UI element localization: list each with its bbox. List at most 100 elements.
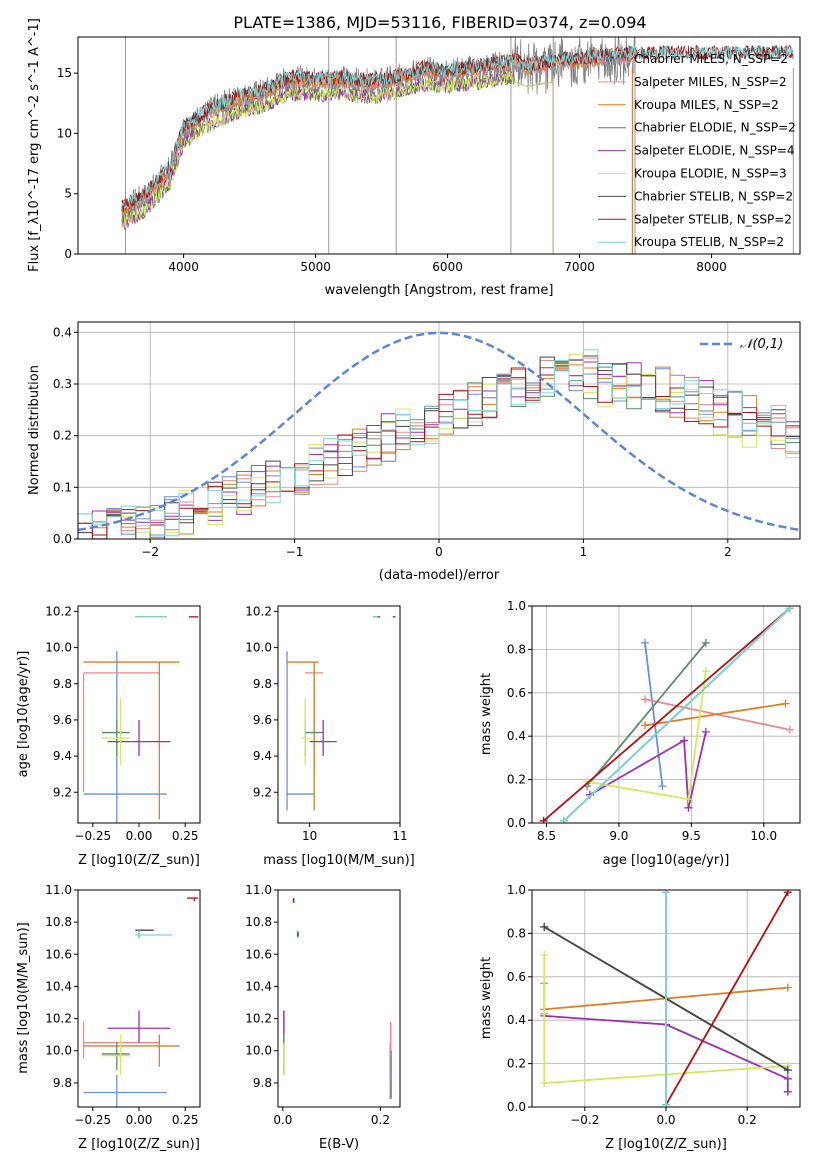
weight-marker — [684, 803, 693, 812]
y-tick-label: 10.2 — [245, 1012, 272, 1026]
y-tick-label: 10.0 — [245, 641, 272, 655]
x-tick-label: 4000 — [168, 260, 199, 274]
x-tick-label: 0.00 — [126, 1113, 153, 1127]
y-tick-label: 5 — [64, 187, 72, 201]
x-tick-label: 10.0 — [750, 829, 777, 843]
y-tick-label: 9.4 — [253, 749, 272, 763]
x-tick-label: −0.25 — [74, 1113, 111, 1127]
x-axis-label: Z [log10(Z/Z_sun)] — [605, 1137, 727, 1152]
weight-line — [589, 731, 707, 809]
weight-marker — [684, 795, 693, 804]
axes-mass-vs-Z: −0.25 0.00 0.25 9.8 10.0 10.2 10.4 10.6 10.8 11.0 — [45, 883, 198, 1127]
weight-marker — [658, 782, 667, 791]
x-axis-label: age [log10(age/yr)] — [603, 853, 730, 868]
legend-label: Kroupa MILES, N_SSP=2 — [634, 98, 779, 112]
observed-spectrum — [121, 37, 637, 223]
legend-label: Kroupa STELIB, N_SSP=2 — [634, 235, 784, 249]
y-tick-label: 0.4 — [53, 325, 72, 339]
spectrum-data — [121, 37, 794, 254]
axes-weight-vs-age: 8.5 9.0 9.5 10.0 0.0 0.2 0.4 0.6 0.8 1.0 — [507, 599, 800, 843]
y-tick-label: 10.2 — [245, 604, 272, 618]
x-axis-label: (data-model)/error — [379, 568, 500, 583]
weight-marker — [785, 725, 794, 734]
axes-frame-age-vs-mass — [277, 605, 401, 824]
axes-frame-age-vs-Z — [77, 605, 201, 824]
y-axis-label: Normed distribution — [27, 365, 42, 495]
x-tick-label: 0.0 — [273, 1113, 292, 1127]
x-tick-label: 0.2 — [371, 1113, 390, 1127]
y-tick-label: 10.6 — [245, 947, 272, 961]
y-tick-label: 0.1 — [53, 480, 72, 494]
y-tick-label: 0.8 — [507, 642, 526, 656]
weight-marker — [701, 667, 710, 676]
legend-label: Chabrier ELODIE, N_SSP=2 — [634, 121, 796, 135]
weight-line — [563, 607, 791, 822]
weight-marker — [640, 721, 649, 730]
y-tick-label: 0 — [64, 247, 72, 261]
y-tick-label: 0.4 — [507, 1013, 526, 1027]
axes-frame-mass-vs-Z — [77, 889, 201, 1108]
error-bars — [283, 898, 392, 1099]
weight-marker — [540, 922, 549, 931]
y-tick-label: 10.4 — [45, 979, 72, 993]
y-tick-label: 0.0 — [53, 532, 72, 546]
legend-gaussian-label: 𝒩(0,1) — [740, 337, 783, 352]
weight-marker — [640, 695, 649, 704]
x-tick-label: 0 — [435, 545, 443, 559]
weight-line — [544, 1015, 789, 1092]
y-tick-label: 11.0 — [45, 883, 72, 897]
axes-mass-vs-ebv: 0.0 0.2 9.8 10.0 10.2 10.4 10.6 10.8 11.0 — [245, 883, 390, 1127]
y-tick-label: 9.2 — [253, 785, 272, 799]
y-tick-label: 9.6 — [53, 713, 72, 727]
y-tick-label: 0.3 — [53, 377, 72, 391]
legend-fits: Chabrier MILES, N_SSP=2 Salpeter MILES, N… — [598, 52, 796, 249]
axes-frame-weight-vs-Z — [531, 889, 801, 1108]
x-axis-label: mass [log10(M/M_sun)] — [263, 853, 415, 868]
y-tick-label: 11.0 — [245, 883, 272, 897]
weight-marker — [783, 890, 792, 897]
y-tick-label: 10.8 — [45, 915, 72, 929]
weight-marker — [540, 951, 549, 960]
x-tick-label: 9.0 — [609, 829, 628, 843]
weight-line — [543, 607, 791, 822]
weight-line — [644, 642, 664, 787]
x-tick-label: 0.0 — [656, 1113, 675, 1127]
axes-frame-residuals — [77, 321, 801, 540]
error-bars — [286, 616, 396, 811]
axes-age-vs-mass: 10 11 9.2 9.4 9.6 9.8 10.0 10.2 — [245, 604, 407, 843]
x-tick-label: 8000 — [696, 260, 727, 274]
x-tick-label: 0.25 — [172, 829, 199, 843]
weight-marker — [540, 1079, 549, 1088]
weight-marker — [559, 816, 568, 823]
x-tick-label: 6000 — [432, 260, 463, 274]
weight-marker — [539, 816, 548, 823]
y-tick-label: 0.0 — [507, 816, 526, 830]
y-tick-label: 10.0 — [245, 1044, 272, 1058]
legend-label: Kroupa ELODIE, N_SSP=3 — [634, 167, 787, 181]
y-axis-label: Flux [f_λ10^-17 erg cm^-2 s^-1 A^-1] — [27, 18, 42, 272]
weight-marker — [701, 638, 710, 647]
y-tick-label: 9.8 — [53, 1076, 72, 1090]
x-tick-label: 1 — [580, 545, 588, 559]
y-tick-label: 10.0 — [45, 1044, 72, 1058]
x-tick-label: −0.25 — [74, 829, 111, 843]
weight-lines — [539, 606, 794, 823]
residual-histogram — [78, 361, 800, 536]
axes-age-vs-Z: −0.25 0.00 0.25 9.2 9.4 9.6 9.8 10.0 10.2 — [45, 604, 198, 843]
weight-marker — [781, 699, 790, 708]
y-tick-label: 1.0 — [507, 599, 526, 613]
y-tick-label: 10.8 — [245, 915, 272, 929]
x-tick-label: −0.2 — [570, 1113, 599, 1127]
axes-frame-weight-vs-age — [531, 605, 801, 824]
weight-lines — [540, 890, 792, 1107]
weight-marker — [701, 727, 710, 736]
y-axis-label: age [log10(age/yr)] — [16, 651, 31, 778]
weight-marker — [662, 890, 670, 897]
y-axis-label: mass [log10(M/M_sun)] — [16, 922, 31, 1074]
x-tick-label: 0.2 — [738, 1113, 757, 1127]
legend-label: Chabrier STELIB, N_SSP=2 — [634, 189, 793, 203]
x-axis-label: E(B-V) — [319, 1137, 359, 1152]
weight-marker — [783, 983, 792, 992]
y-tick-label: 0.2 — [507, 773, 526, 787]
